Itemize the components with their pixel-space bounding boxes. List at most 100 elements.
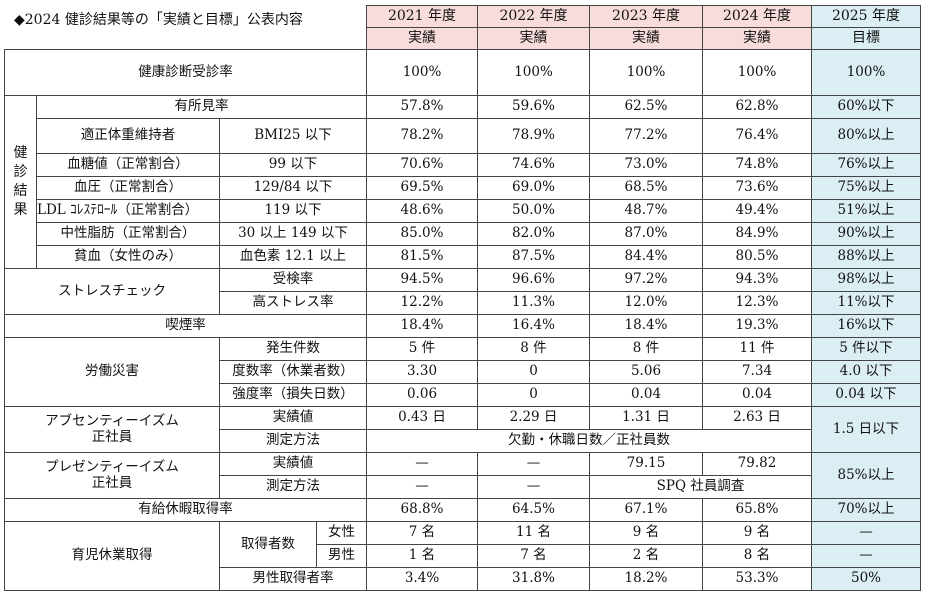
cell-value: 8 件 xyxy=(589,337,703,361)
cell-value: 5.06 xyxy=(589,360,703,384)
sub-2025: 目標 xyxy=(811,27,921,50)
cell-value: 12.3% xyxy=(702,291,812,315)
cell-value: 9 名 xyxy=(702,521,812,545)
cell-value: 0.04 xyxy=(589,383,703,407)
table-row: 高ストレス率 12.2% 11.3% 12.0% 12.3% 11%以下 xyxy=(5,291,921,315)
table-row: 度数率（休業者数） 3.30 0 5.06 7.34 4.0 以下 xyxy=(5,360,921,384)
group-char: 診 xyxy=(13,164,28,181)
cell-value: 48.7% xyxy=(589,199,703,223)
group-char: 果 xyxy=(13,201,28,218)
cell-value: 68.8% xyxy=(366,498,478,522)
results-table: 2021 年度 2022 年度 2023 年度 2024 年度 2025 年度 … xyxy=(4,5,921,591)
checkup-label: 健康診断受診率 xyxy=(4,49,367,96)
cell-value: 78.2% xyxy=(366,118,478,154)
cell-target: — xyxy=(811,544,921,568)
row-label: LDL ｺﾚｽﾃﾛｰﾙ（正常割合） xyxy=(36,199,220,223)
year-2024: 2024 年度 xyxy=(702,5,812,28)
cell-target: 11%以下 xyxy=(811,291,921,315)
cell-value: 87.0% xyxy=(589,222,703,246)
group-label-health-results: 健 診 結 果 xyxy=(4,95,37,269)
row-criteria: 99 以下 xyxy=(219,153,367,177)
table-row: 喫煙率 18.4% 16.4% 18.4% 19.3% 16%以下 xyxy=(4,314,921,338)
cell-value: 78.9% xyxy=(477,118,590,154)
row-sub-label: 実績値 xyxy=(219,406,367,430)
presenteeism-label: プレゼンティーイズム 正社員 xyxy=(4,452,220,499)
cell-value: 82.0% xyxy=(477,222,590,246)
cell-value: 79.15 xyxy=(589,452,703,476)
year-2021: 2021 年度 xyxy=(366,5,478,28)
cell-target: — xyxy=(811,521,921,545)
cell-value: 8 名 xyxy=(702,544,812,568)
row-criteria: 血色素 12.1 以上 xyxy=(219,245,367,269)
cell-value: 0.04 xyxy=(702,383,812,407)
cell-target: 98%以上 xyxy=(811,268,921,292)
table-row: ストレスチェック 受検率 94.5% 96.6% 97.2% 94.3% 98%… xyxy=(4,268,921,315)
cell-value: 19.3% xyxy=(702,314,812,338)
cell-value: 77.2% xyxy=(589,118,703,154)
cell-value: 87.5% xyxy=(477,245,590,269)
cell-value: 7.34 xyxy=(702,360,812,384)
row-label: 血糖値（正常割合） xyxy=(36,153,220,177)
cell-value: 48.6% xyxy=(366,199,478,223)
cell-target: 60%以下 xyxy=(811,95,921,119)
cell-value: 49.4% xyxy=(702,199,812,223)
paid-leave-label: 有給休暇取得率 xyxy=(4,498,367,522)
cell-value: 73.0% xyxy=(589,153,703,177)
absenteeism-label: アブセンティーイズム 正社員 xyxy=(4,406,220,453)
row-sub-label: 測定方法 xyxy=(219,429,367,453)
table-row: 測定方法 欠勤・休職日数／正社員数 xyxy=(5,429,921,453)
cell-value: 74.8% xyxy=(702,153,812,177)
cell-value: 53.3% xyxy=(702,567,812,591)
cell-value: 3.30 xyxy=(366,360,478,384)
sub-2024: 実績 xyxy=(702,27,812,50)
table-row: 育児休業取得 取得者数 女性 7 名 11 名 9 名 9 名 — xyxy=(4,521,921,591)
cell-value: 67.1% xyxy=(589,498,703,522)
cell-target: 75%以上 xyxy=(811,176,921,200)
count-label: 取得者数 xyxy=(219,521,317,568)
year-2023: 2023 年度 xyxy=(589,5,703,28)
accident-label: 労働災害 xyxy=(4,337,220,407)
row-label: 中性脂肪（正常割合） xyxy=(36,222,220,246)
cell-value: 16.4% xyxy=(477,314,590,338)
table-row: 血圧（正常割合） 129/84 以下 69.5% 69.0% 68.5% 73.… xyxy=(5,176,921,200)
table-row: LDL ｺﾚｽﾃﾛｰﾙ（正常割合） 119 以下 48.6% 50.0% 48.… xyxy=(5,199,921,223)
table-row: 健 診 結 果 有所見率 57.8% 59.6% 62.5% 62.8% 60%… xyxy=(4,95,921,269)
cell-value: 69.5% xyxy=(366,176,478,200)
row-criteria: 119 以下 xyxy=(219,199,367,223)
cell-value: 12.2% xyxy=(366,291,478,315)
cell-value: 69.0% xyxy=(477,176,590,200)
row-sub-label: 実績値 xyxy=(219,452,367,476)
cell-value: 100% xyxy=(589,49,703,96)
cell-value: 74.6% xyxy=(477,153,590,177)
table-row: 適正体重維持者 BMI25 以下 78.2% 78.9% 77.2% 76.4%… xyxy=(5,118,921,154)
cell-value: 79.82 xyxy=(702,452,812,476)
table-row: 男性取得者率 3.4% 31.8% 18.2% 53.3% 50% xyxy=(5,567,921,591)
cell-value: 62.8% xyxy=(702,95,812,119)
cell-value: 85.0% xyxy=(366,222,478,246)
presenteeism-label-line1: プレゼンティーイズム xyxy=(45,458,179,475)
cell-value: 70.6% xyxy=(366,153,478,177)
row-sub-label: 度数率（休業者数） xyxy=(219,360,367,384)
cell-value: 3.4% xyxy=(366,567,478,591)
table-row: 健康診断受診率 100% 100% 100% 100% 100% xyxy=(4,49,921,96)
table-row: 男性 1 名 7 名 2 名 8 名 — xyxy=(5,544,921,568)
cell-target: 70%以上 xyxy=(811,498,921,522)
stress-label: ストレスチェック xyxy=(4,268,220,315)
cell-value: 76.4% xyxy=(702,118,812,154)
table-row: 血糖値（正常割合） 99 以下 70.6% 74.6% 73.0% 74.8% … xyxy=(5,153,921,177)
cell-value: 2.63 日 xyxy=(702,406,812,430)
year-2022: 2022 年度 xyxy=(477,5,590,28)
smoking-label: 喫煙率 xyxy=(4,314,367,338)
cell-value: 94.5% xyxy=(366,268,478,292)
cell-value: 7 名 xyxy=(366,521,478,545)
cell-value: 57.8% xyxy=(366,95,478,119)
cell-target: 50% xyxy=(811,567,921,591)
cell-value: 94.3% xyxy=(702,268,812,292)
row-label: 有所見率 xyxy=(36,95,367,119)
sub-2021: 実績 xyxy=(366,27,478,50)
cell-target: 100% xyxy=(811,49,921,96)
childcare-label: 育児休業取得 xyxy=(4,521,220,591)
cell-target: 90%以上 xyxy=(811,222,921,246)
cell-target: 4.0 以下 xyxy=(811,360,921,384)
cell-value: 1 名 xyxy=(366,544,478,568)
